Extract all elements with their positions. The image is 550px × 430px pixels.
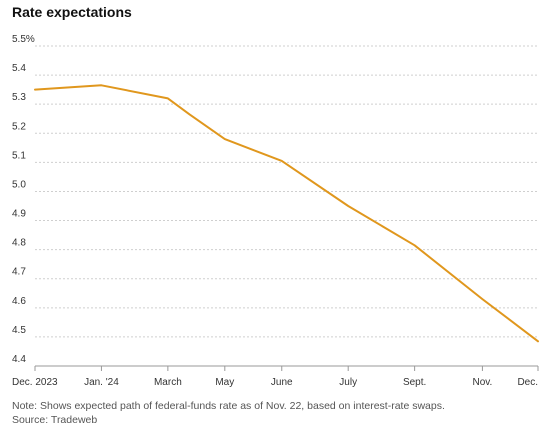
chart-note: Note: Shows expected path of federal-fun… bbox=[12, 400, 445, 412]
line-chart: 5.5% 5.4 5.3 5.2 5.1 5.0 4.9 4.8 4.7 4.6 4.5 4.4 De… bbox=[12, 34, 539, 388]
y-tick-label: 5.4 bbox=[12, 63, 26, 74]
y-tick-label: 4.7 bbox=[12, 267, 26, 278]
chart-footer: Note: Shows expected path of federal-fun… bbox=[12, 399, 445, 427]
series-group bbox=[34, 84, 539, 343]
x-tick-label: July bbox=[339, 377, 357, 388]
y-tick-label: 4.4 bbox=[12, 354, 26, 365]
y-tick-label: 4.9 bbox=[12, 209, 26, 220]
y-tick-label: 5.1 bbox=[12, 150, 26, 161]
chart-title: Rate expectations bbox=[12, 4, 132, 20]
x-tick-label: Jan. '24 bbox=[84, 377, 119, 388]
x-tick-label: May bbox=[215, 377, 234, 388]
y-tick-label: 4.6 bbox=[12, 296, 26, 307]
y-tick-label: 4.5 bbox=[12, 325, 26, 336]
chart-source: Source: Tradeweb bbox=[12, 414, 98, 426]
gridlines bbox=[35, 45, 538, 367]
x-tick-label: June bbox=[271, 377, 293, 388]
y-tick-label: 5.2 bbox=[12, 121, 26, 132]
series-line bbox=[34, 84, 539, 343]
y-tick-label: 5.3 bbox=[12, 92, 26, 103]
x-tick-label: Dec. bbox=[517, 377, 538, 388]
y-axis-ticks: 5.5% 5.4 5.3 5.2 5.1 5.0 4.9 4.8 4.7 4.6 4.5 4.4 bbox=[12, 34, 35, 365]
y-tick-label: 4.8 bbox=[12, 238, 26, 249]
x-tick-label: Dec. 2023 bbox=[12, 377, 58, 388]
y-tick-label: 5.5% bbox=[12, 34, 35, 45]
x-axis-ticks: Dec. 2023 Jan. '24 March May June July Sept. No… bbox=[12, 366, 539, 388]
x-tick-label: Nov. bbox=[472, 377, 492, 388]
x-tick-label: March bbox=[154, 377, 182, 388]
x-tick-label: Sept. bbox=[403, 377, 426, 388]
y-tick-label: 5.0 bbox=[12, 179, 26, 190]
